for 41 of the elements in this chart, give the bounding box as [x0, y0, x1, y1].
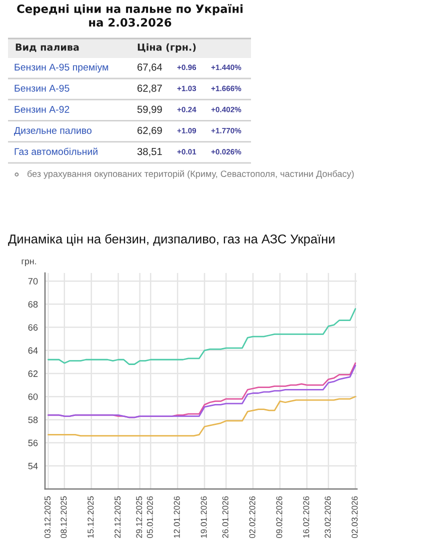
x-tick-label: 16.02.2026	[303, 496, 310, 538]
category-label: Газ автомобільний	[14, 148, 98, 156]
y-tick-label: 62	[28, 370, 38, 377]
chart-title: Динаміка цін на бензин, дизпаливо, газ на АЗС України	[8, 234, 334, 246]
y-tick-label: 60	[28, 394, 38, 400]
x-tick-label: 02.03.2026	[352, 496, 358, 538]
text: Вид палива	[16, 44, 79, 52]
text: без урахування окупованих територій (Криму, Севастополя, частини Донбасу)	[28, 170, 354, 179]
category-label: Бензин А-95 преміум	[14, 63, 108, 73]
y-tick-label: 68	[28, 301, 38, 308]
x-tick-label: 19.01.2026	[200, 496, 207, 538]
x-tick-label: 02.02.2026	[249, 496, 256, 538]
x-tick-label: 08.12.2025	[60, 496, 67, 538]
legend-label: Ціна (грн.)	[138, 43, 196, 53]
y-tick-label: 64	[28, 347, 38, 354]
x-tick-label: 09.02.2026	[276, 496, 282, 538]
line-series	[48, 308, 356, 365]
x-tick-label: 03.12.2025	[44, 496, 51, 538]
data-label: 62,87	[138, 84, 162, 94]
x-tick-label: 15.12.2025	[88, 496, 94, 538]
x-tick-label: 29.12.2025	[136, 496, 142, 538]
category-label: Дизельне паливо	[14, 127, 92, 136]
data-label: 59,99	[137, 106, 162, 114]
data-label: 38,51	[137, 148, 162, 156]
line-series	[48, 396, 356, 437]
y-tick-label: 56	[28, 440, 38, 446]
y-axis-title: грн.	[22, 260, 36, 266]
x-tick-label: 23.02.2026	[324, 496, 331, 538]
y-tick-label: 66	[28, 324, 38, 331]
x-tick-label: 22.12.2025	[114, 496, 121, 538]
y-tick-label: 54	[28, 462, 38, 470]
category-label: Бензин А-92	[14, 106, 70, 113]
text: Середні ціни на пальне по Україні на 2.03.2026	[17, 4, 242, 27]
category-label: Бензин А-95	[14, 84, 70, 92]
y-tick-label: 70	[28, 278, 38, 284]
data-label: 62,69	[138, 126, 162, 136]
y-tick-label: 58	[28, 416, 38, 424]
x-tick-label: 05.01.2026	[146, 496, 153, 538]
x-tick-label: 12.01.2026	[174, 496, 180, 538]
x-tick-label: 26.01.2026	[222, 496, 228, 538]
data-label: 67,64	[138, 64, 162, 72]
